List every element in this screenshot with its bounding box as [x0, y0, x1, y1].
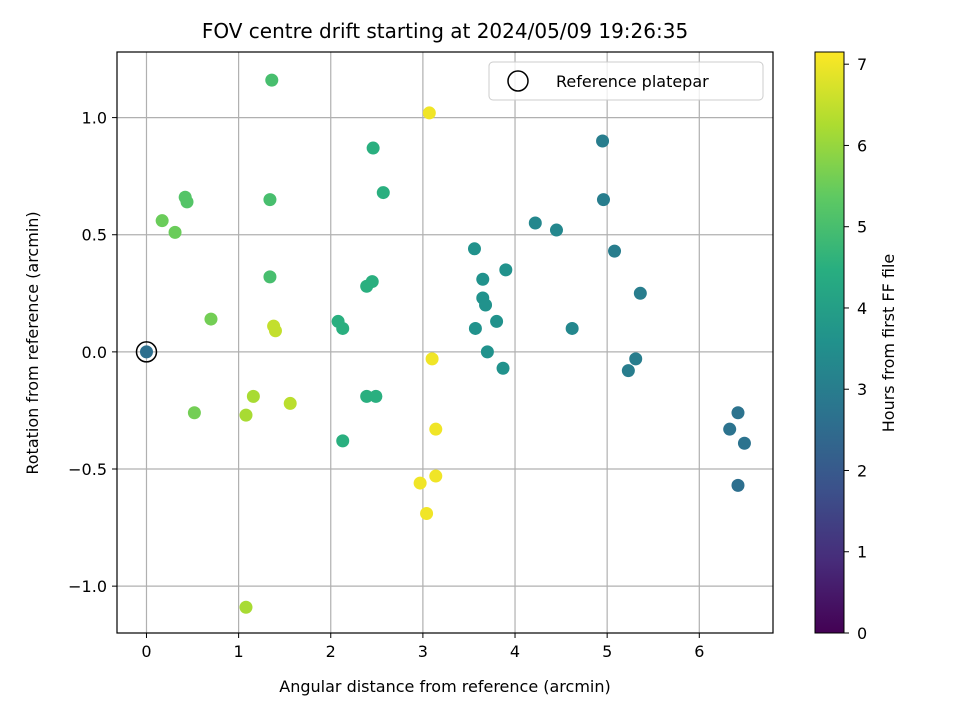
- scatter-points: [139, 73, 751, 614]
- scatter-point: [723, 422, 737, 436]
- scatter-point: [499, 263, 513, 277]
- colorbar-gradient: [814, 51, 845, 634]
- scatter-point: [737, 436, 751, 450]
- y-tick-label: 0.0: [82, 343, 107, 362]
- scatter-point: [263, 270, 277, 284]
- scatter-point: [621, 364, 635, 378]
- scatter-point: [731, 406, 745, 420]
- x-tick-label: 2: [326, 642, 336, 661]
- scatter-point: [376, 186, 390, 200]
- scatter-point: [155, 214, 169, 228]
- scatter-point: [429, 422, 443, 436]
- x-tick-label: 4: [510, 642, 520, 661]
- scatter-point: [467, 242, 481, 256]
- scatter-point: [360, 389, 374, 403]
- y-axis-ticks: −1.0 −0.5 0.0 0.5 1.0: [68, 109, 117, 596]
- x-tick-label: 3: [418, 642, 428, 661]
- legend: Reference platepar: [488, 61, 764, 101]
- y-tick-label: −1.0: [68, 577, 107, 596]
- scatter-point: [731, 478, 745, 492]
- y-tick-label: 1.0: [82, 109, 107, 128]
- y-axis-label: Rotation from reference (arcmin): [23, 211, 42, 474]
- scatter-point: [283, 396, 297, 410]
- scatter-point: [633, 286, 647, 300]
- scatter-point: [365, 275, 379, 289]
- scatter-point: [629, 352, 643, 366]
- scatter-point: [596, 134, 610, 148]
- scatter-point: [425, 352, 439, 366]
- scatter-point: [268, 324, 282, 338]
- colorbar-tick-label: 1: [857, 543, 867, 562]
- scatter-point: [336, 321, 350, 335]
- legend-box: [488, 61, 764, 101]
- scatter-point: [413, 476, 427, 490]
- scatter-point: [263, 193, 277, 207]
- x-axis-ticks: 0 1 2 3 4 5 6: [141, 633, 704, 661]
- scatter-point: [429, 469, 443, 483]
- grid-lines: [117, 52, 773, 633]
- y-tick-label: 0.5: [82, 226, 107, 245]
- scatter-point: [608, 244, 622, 258]
- scatter-point: [565, 321, 579, 335]
- colorbar-tick-label: 5: [857, 218, 867, 237]
- legend-marker-reference: [507, 70, 529, 92]
- colorbar-label: Hours from first FF file: [879, 254, 898, 433]
- y-tick-label: −0.5: [68, 460, 107, 479]
- scatter-point: [239, 408, 253, 422]
- scatter-point: [480, 345, 494, 359]
- colorbar-tick-label: 4: [857, 299, 867, 318]
- legend-label-reference: Reference platepar: [556, 72, 709, 91]
- x-tick-label: 6: [694, 642, 704, 661]
- colorbar-tick-label: 7: [857, 55, 867, 74]
- scatter-point: [496, 361, 510, 375]
- scatter-point: [187, 406, 201, 420]
- reference-point-marker: [135, 341, 158, 363]
- plot-frame: [116, 51, 774, 634]
- scatter-point: [476, 272, 490, 286]
- chart-title: FOV centre drift starting at 2024/05/09 …: [202, 19, 688, 43]
- scatter-point: [246, 389, 260, 403]
- x-axis-label: Angular distance from reference (arcmin): [279, 677, 610, 696]
- scatter-point: [479, 298, 493, 312]
- colorbar-ticks: 0 1 2 3 4 5 6 7: [844, 55, 867, 643]
- reference-marker: [135, 341, 158, 363]
- scatter-point: [336, 434, 350, 448]
- colorbar-tick-label: 2: [857, 461, 867, 480]
- scatter-point: [366, 141, 380, 155]
- colorbar-tick-label: 0: [857, 624, 867, 643]
- scatter-point: [180, 195, 194, 209]
- colorbar-tick-label: 3: [857, 380, 867, 399]
- scatter-point: [420, 507, 434, 521]
- scatter-point: [528, 216, 542, 230]
- scatter-point: [596, 193, 610, 207]
- colorbar: 0 1 2 3 4 5 6 7 Hours from first FF file: [814, 51, 898, 643]
- scatter-point: [422, 106, 436, 120]
- x-tick-label: 0: [141, 642, 151, 661]
- scatter-point: [168, 225, 182, 239]
- scatter-point: [468, 321, 482, 335]
- scatter-point: [369, 389, 383, 403]
- colorbar-tick-label: 6: [857, 136, 867, 155]
- scatter-point: [139, 345, 153, 359]
- scatter-point: [490, 314, 504, 328]
- scatter-point: [239, 600, 253, 614]
- scatter-point: [549, 223, 563, 237]
- scatter-point: [265, 73, 279, 87]
- x-tick-label: 1: [234, 642, 244, 661]
- scatter-point: [204, 312, 218, 326]
- x-tick-label: 5: [602, 642, 612, 661]
